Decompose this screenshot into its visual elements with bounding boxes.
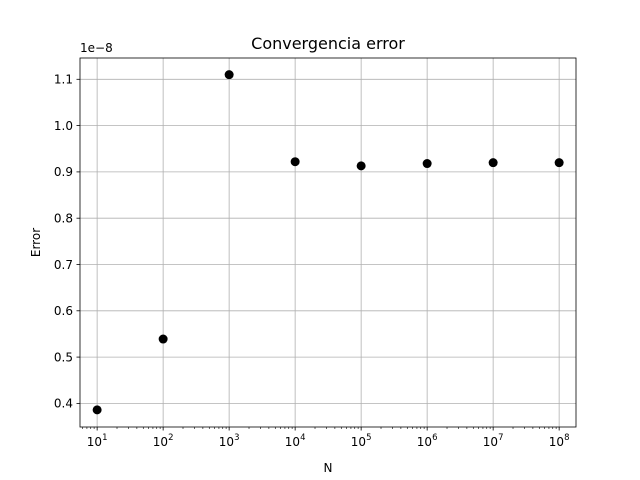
- x-tick-label: 107: [483, 433, 504, 449]
- y-tick-label: 0.5: [54, 350, 73, 364]
- x-tick-label-exponent: 2: [168, 433, 173, 443]
- y-tick-label: 0.9: [54, 165, 73, 179]
- x-tick-label-base: 10: [153, 435, 168, 449]
- x-tick-label-base: 10: [219, 435, 234, 449]
- data-points: [92, 70, 564, 415]
- data-point: [422, 159, 432, 169]
- y-axis-label: Error: [29, 228, 43, 257]
- data-point: [224, 70, 234, 80]
- y-tick-label: 1.1: [54, 73, 73, 87]
- x-tick-label-exponent: 3: [234, 433, 239, 443]
- y-tick-label: 0.4: [54, 397, 73, 411]
- y-tick-label: 1.0: [54, 119, 73, 133]
- x-tick-label-exponent: 7: [498, 433, 503, 443]
- x-tick-label-exponent: 4: [300, 433, 305, 443]
- grid-lines: [80, 58, 576, 427]
- axis-ticks: 101 102 103 104 105 106 107 1080.40.50.60.70.80…: [54, 73, 570, 449]
- y-offset-label: 1e−8: [80, 41, 113, 55]
- x-tick-label-base: 10: [285, 435, 300, 449]
- x-tick-label-base: 10: [417, 435, 432, 449]
- x-tick-label-base: 10: [549, 435, 564, 449]
- x-tick-label-exponent: 8: [564, 433, 569, 443]
- chart-title: Convergencia error: [251, 34, 405, 53]
- data-point: [356, 161, 366, 171]
- data-point: [488, 158, 498, 168]
- x-tick-label: 106: [417, 433, 438, 449]
- x-tick-label: 103: [219, 433, 240, 449]
- x-tick-label: 105: [351, 433, 372, 449]
- x-tick-label-base: 10: [351, 435, 366, 449]
- x-tick-label-exponent: 1: [102, 433, 107, 443]
- x-tick-label: 102: [153, 433, 174, 449]
- y-tick-label: 0.7: [54, 258, 73, 272]
- x-axis-label: N: [324, 461, 333, 475]
- y-tick-label: 0.8: [54, 211, 73, 225]
- data-point: [92, 405, 102, 415]
- data-point: [158, 334, 168, 344]
- plot-area-frame: [79, 57, 577, 428]
- x-tick-label-exponent: 6: [432, 433, 437, 443]
- x-tick-label-exponent: 5: [366, 433, 371, 443]
- data-point: [554, 158, 564, 168]
- x-tick-label-base: 10: [483, 435, 498, 449]
- data-point: [290, 157, 300, 167]
- x-tick-label: 104: [285, 433, 306, 449]
- x-tick-label: 108: [549, 433, 570, 449]
- x-tick-label: 101: [87, 433, 108, 449]
- y-tick-label: 0.6: [54, 304, 73, 318]
- x-tick-label-base: 10: [87, 435, 102, 449]
